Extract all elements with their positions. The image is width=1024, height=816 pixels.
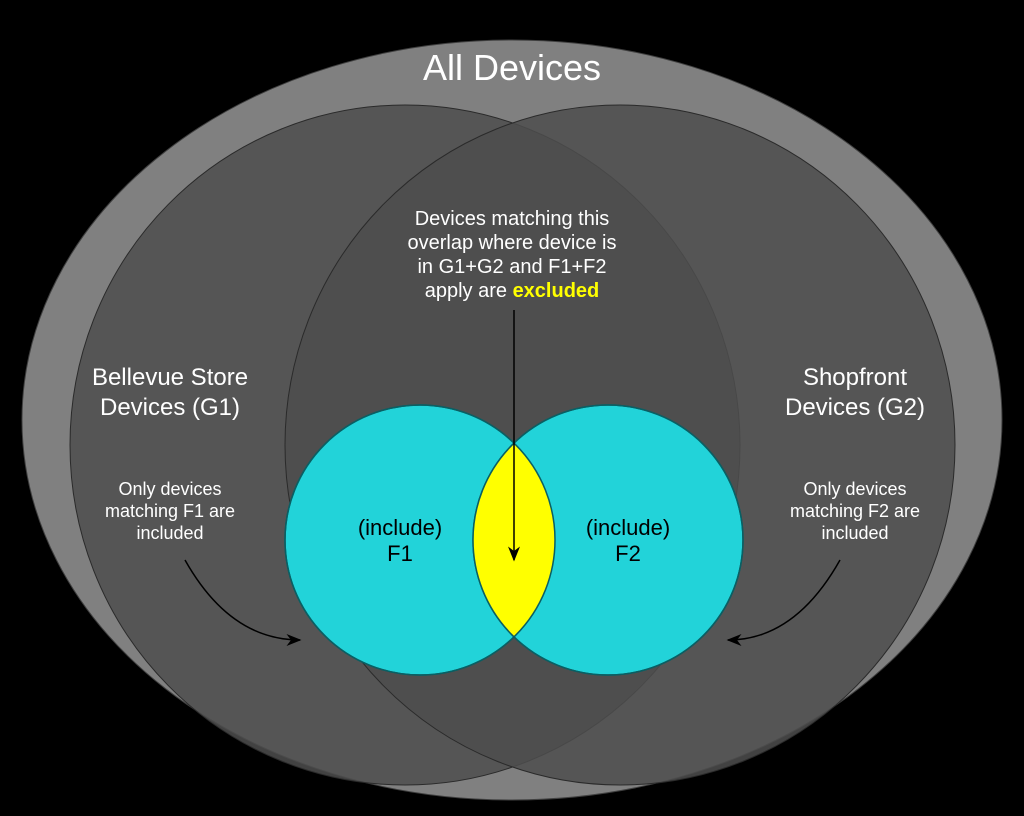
group-g2-label: Shopfront (803, 364, 907, 391)
left-note: Only devices (118, 479, 221, 499)
center-note: Devices matching this (415, 208, 610, 230)
svg-text:F2: F2 (615, 541, 641, 566)
right-note: Only devices (803, 479, 906, 499)
svg-text:matching F2 are: matching F2 are (790, 501, 920, 521)
group-g1-label-2: Devices (G1) (100, 394, 240, 421)
venn-diagram: All Devices Bellevue Store Devices (G1) … (0, 0, 1024, 816)
svg-text:included: included (136, 523, 203, 543)
svg-text:apply are excluded: apply are excluded (425, 280, 600, 302)
group-g2-label-2: Devices (G2) (785, 394, 925, 421)
svg-text:in G1+G2 and F1+F2: in G1+G2 and F1+F2 (417, 256, 606, 278)
group-g1-label: Bellevue Store (92, 364, 248, 391)
svg-text:matching F1 are: matching F1 are (105, 501, 235, 521)
diagram-title: All Devices (423, 47, 601, 88)
svg-text:overlap where device is: overlap where device is (408, 232, 617, 254)
filter-f1-label: (include) (358, 515, 442, 540)
svg-text:included: included (821, 523, 888, 543)
filter-f2-label: (include) (586, 515, 670, 540)
svg-text:F1: F1 (387, 541, 413, 566)
